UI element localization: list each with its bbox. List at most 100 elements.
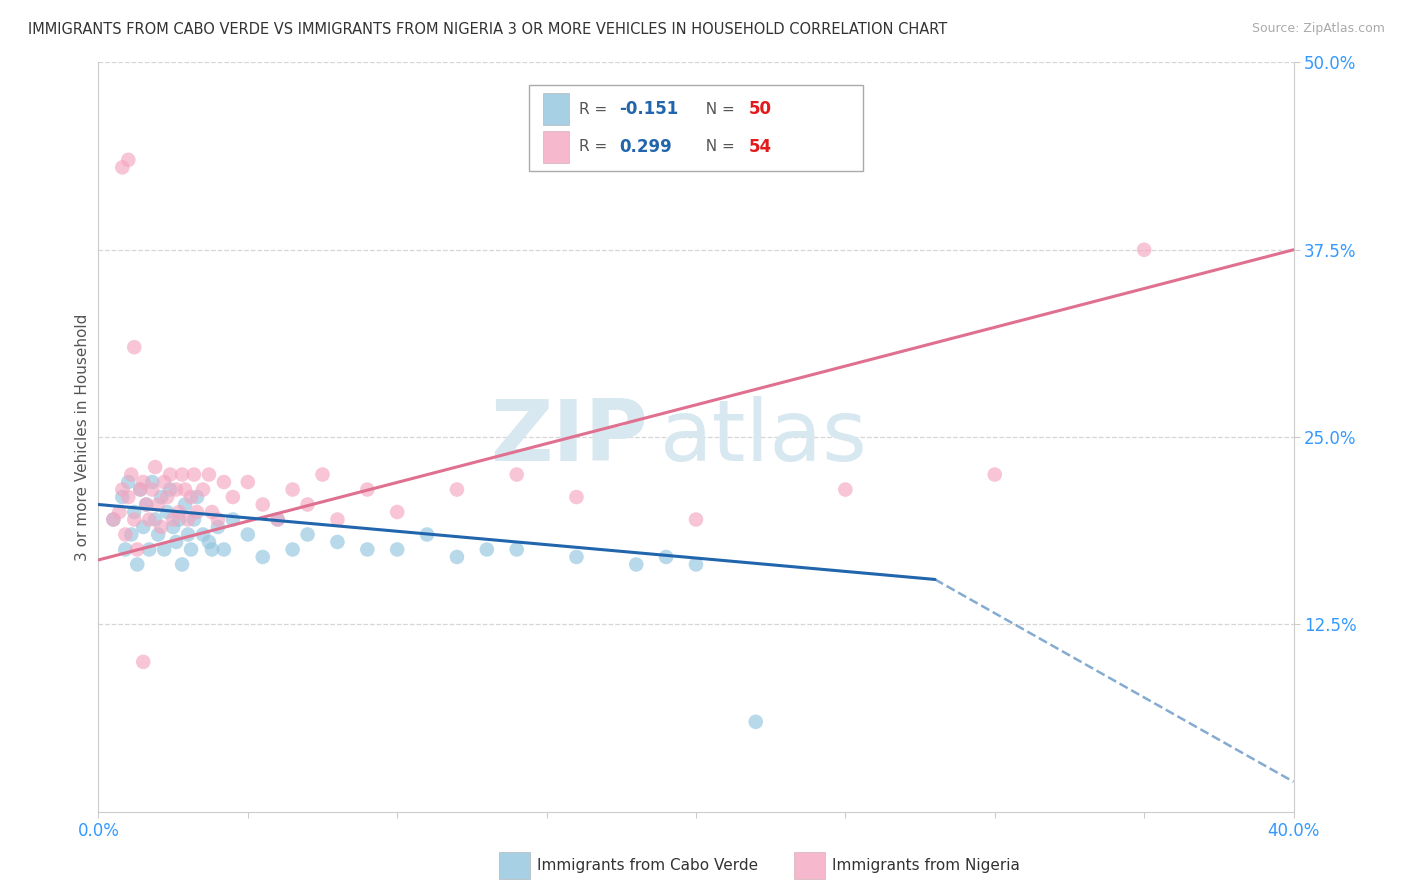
- Point: [191, 527, 214, 541]
- Point: [212, 475, 235, 489]
- Point: [201, 542, 224, 557]
- Point: [267, 512, 290, 526]
- Point: [655, 549, 678, 564]
- Point: [385, 505, 409, 519]
- Point: [124, 505, 146, 519]
- Point: [129, 483, 152, 497]
- Point: [117, 490, 139, 504]
- Point: [153, 475, 176, 489]
- Point: [685, 512, 707, 526]
- Point: [148, 527, 170, 541]
- Point: [183, 512, 205, 526]
- FancyBboxPatch shape: [499, 852, 530, 879]
- Point: [111, 490, 134, 504]
- Point: [127, 558, 149, 572]
- Text: R =: R =: [579, 102, 612, 117]
- Point: [165, 483, 187, 497]
- Y-axis label: 3 or more Vehicles in Household: 3 or more Vehicles in Household: [75, 313, 90, 561]
- Text: N =: N =: [696, 102, 740, 117]
- Text: R =: R =: [579, 139, 612, 154]
- Point: [685, 558, 707, 572]
- Point: [267, 512, 290, 526]
- Point: [252, 498, 274, 512]
- Text: IMMIGRANTS FROM CABO VERDE VS IMMIGRANTS FROM NIGERIA 3 OR MORE VEHICLES IN HOUS: IMMIGRANTS FROM CABO VERDE VS IMMIGRANTS…: [28, 22, 948, 37]
- Point: [111, 483, 134, 497]
- Text: ZIP: ZIP: [491, 395, 648, 479]
- Point: [356, 542, 378, 557]
- Point: [141, 475, 163, 489]
- FancyBboxPatch shape: [794, 852, 825, 879]
- Text: Source: ZipAtlas.com: Source: ZipAtlas.com: [1251, 22, 1385, 36]
- Point: [120, 527, 142, 541]
- FancyBboxPatch shape: [529, 85, 863, 171]
- Point: [174, 483, 197, 497]
- Point: [207, 512, 229, 526]
- Point: [132, 655, 155, 669]
- Point: [212, 542, 235, 557]
- Point: [186, 490, 208, 504]
- Point: [326, 512, 349, 526]
- Point: [177, 512, 200, 526]
- Point: [626, 558, 648, 572]
- Point: [138, 542, 160, 557]
- Point: [132, 475, 155, 489]
- Point: [156, 505, 179, 519]
- Point: [177, 527, 200, 541]
- Point: [356, 483, 378, 497]
- Point: [1133, 243, 1156, 257]
- Text: atlas: atlas: [661, 395, 868, 479]
- Point: [120, 467, 142, 482]
- Point: [416, 527, 439, 541]
- Point: [180, 490, 202, 504]
- Point: [135, 498, 157, 512]
- Point: [984, 467, 1007, 482]
- Text: 50: 50: [748, 100, 772, 118]
- Point: [281, 542, 304, 557]
- Point: [159, 483, 181, 497]
- FancyBboxPatch shape: [543, 131, 569, 162]
- Point: [150, 520, 173, 534]
- Point: [198, 467, 221, 482]
- Point: [117, 153, 139, 167]
- Point: [172, 467, 194, 482]
- Point: [114, 542, 136, 557]
- Point: [446, 483, 468, 497]
- Point: [180, 542, 202, 557]
- Point: [174, 498, 197, 512]
- Point: [114, 527, 136, 541]
- FancyBboxPatch shape: [543, 94, 569, 125]
- Point: [281, 483, 304, 497]
- Point: [297, 498, 319, 512]
- Point: [183, 467, 205, 482]
- Point: [207, 520, 229, 534]
- Point: [506, 542, 529, 557]
- Point: [186, 505, 208, 519]
- Point: [108, 505, 131, 519]
- Point: [167, 505, 190, 519]
- Point: [153, 542, 176, 557]
- Point: [565, 549, 588, 564]
- Text: 0.299: 0.299: [620, 138, 672, 156]
- Text: -0.151: -0.151: [620, 100, 679, 118]
- Text: Immigrants from Nigeria: Immigrants from Nigeria: [832, 858, 1021, 872]
- Point: [385, 542, 409, 557]
- Point: [162, 512, 184, 526]
- Point: [138, 512, 160, 526]
- Point: [201, 505, 224, 519]
- Point: [132, 520, 155, 534]
- Point: [127, 542, 149, 557]
- Point: [143, 512, 166, 526]
- Point: [198, 535, 221, 549]
- Point: [124, 512, 146, 526]
- Point: [191, 483, 214, 497]
- Point: [172, 558, 194, 572]
- Point: [834, 483, 856, 497]
- Point: [129, 483, 152, 497]
- Point: [148, 498, 170, 512]
- Text: N =: N =: [696, 139, 740, 154]
- Point: [156, 490, 179, 504]
- Point: [475, 542, 498, 557]
- Point: [236, 475, 259, 489]
- Point: [117, 475, 139, 489]
- Point: [150, 490, 173, 504]
